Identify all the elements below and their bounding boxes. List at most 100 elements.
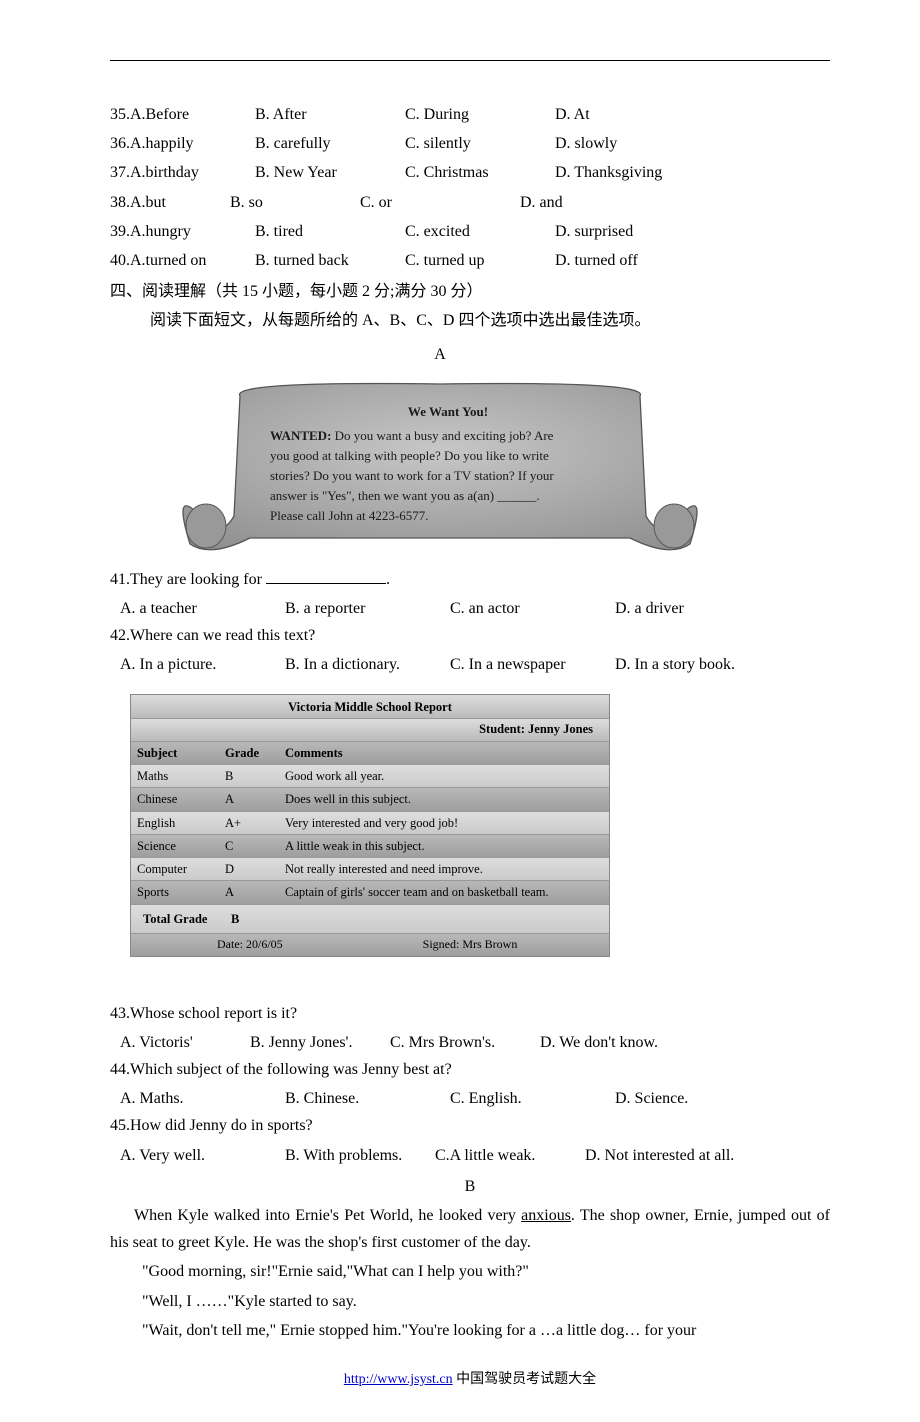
scroll-line2: you good at talking with people? Do you …: [270, 446, 626, 466]
col-grade: Grade: [221, 742, 279, 764]
mc-q35-c: C. During: [405, 101, 555, 128]
report-row: Science C A little weak in this subject.: [131, 835, 609, 858]
top-rule: [110, 60, 830, 61]
r-grade: A+: [221, 812, 279, 834]
r-comment: Captain of girls' soccer team and on bas…: [279, 881, 609, 903]
section4-instruction: 阅读下面短文，从每题所给的 A、B、C、D 四个选项中选出最佳选项。: [150, 307, 830, 334]
q43-d: D. We don't know.: [540, 1029, 705, 1056]
section4-title: 四、阅读理解（共 15 小题，每小题 2 分;满分 30 分）: [110, 278, 830, 305]
mc-row-36: 36.A.happily B. carefully C. silently D.…: [110, 130, 830, 157]
passage-b-label: B: [110, 1173, 830, 1200]
q45-d: D. Not interested at all.: [585, 1142, 750, 1169]
mc-q35-b: B. After: [255, 101, 405, 128]
mc-q38-c: C. or: [360, 189, 520, 216]
passage-b-p1: When Kyle walked into Ernie's Pet World,…: [110, 1202, 830, 1256]
mc-q37-a: 37.A.birthday: [110, 159, 255, 186]
scroll-line1: WANTED: Do you want a busy and exciting …: [270, 426, 626, 446]
q41-b: B. a reporter: [285, 595, 450, 622]
total-value: B: [227, 908, 285, 930]
q43-a: A. Victoris': [120, 1029, 250, 1056]
r-subject: Science: [131, 835, 221, 857]
q45-a: A. Very well.: [120, 1142, 285, 1169]
q42-d: D. In a story book.: [615, 651, 780, 678]
mc-q36-b: B. carefully: [255, 130, 405, 157]
mc-q39-a: 39.A.hungry: [110, 218, 255, 245]
footer-signed: Signed: Mrs Brown: [337, 937, 603, 953]
q41-c: C. an actor: [450, 595, 615, 622]
r-subject: English: [131, 812, 221, 834]
report-row: Computer D Not really interested and nee…: [131, 858, 609, 881]
q43-b: B. Jenny Jones'.: [250, 1029, 390, 1056]
q43-stem: 43.Whose school report is it?: [110, 1000, 830, 1027]
mc-q36-d: D. slowly: [555, 130, 705, 157]
q42-b: B. In a dictionary.: [285, 651, 450, 678]
mc-q39-d: D. surprised: [555, 218, 705, 245]
passage-a-label: A: [50, 341, 830, 368]
r-subject: Chinese: [131, 788, 221, 810]
q45-c: C.A little weak.: [435, 1142, 585, 1169]
scroll-line4: answer is "Yes", then we want you as a(a…: [270, 486, 626, 506]
q44-a: A. Maths.: [120, 1085, 285, 1112]
r-subject: Sports: [131, 881, 221, 903]
q41-a: A. a teacher: [120, 595, 285, 622]
q44-c: C. English.: [450, 1085, 615, 1112]
q43-choices: A. Victoris' B. Jenny Jones'. C. Mrs Bro…: [120, 1029, 830, 1056]
q44-b: B. Chinese.: [285, 1085, 450, 1112]
q42-c: C. In a newspaper: [450, 651, 615, 678]
mc-block: 35.A.Before B. After C. During D. At 36.…: [110, 101, 830, 274]
mc-q39-c: C. excited: [405, 218, 555, 245]
r-grade: B: [221, 765, 279, 787]
r-comment: A little weak in this subject.: [279, 835, 609, 857]
r-comment: Very interested and very good job!: [279, 812, 609, 834]
mc-q38-d: D. and: [520, 189, 670, 216]
scroll-title: We Want You!: [270, 402, 626, 422]
mc-row-38: 38.A.but B. so C. or D. and: [110, 189, 830, 216]
report-card: Victoria Middle School Report Student: J…: [130, 694, 610, 956]
passage-b-p2: "Good morning, sir!"Ernie said,"What can…: [110, 1258, 830, 1285]
mc-q35-d: D. At: [555, 101, 705, 128]
r-comment: Not really interested and need improve.: [279, 858, 609, 880]
q41-blank: [266, 583, 386, 584]
q41-period: .: [386, 571, 390, 588]
scroll-text: We Want You! WANTED: Do you want a busy …: [270, 402, 626, 527]
q45-choices: A. Very well. B. With problems. C.A litt…: [120, 1142, 830, 1169]
mc-q37-c: C. Christmas: [405, 159, 555, 186]
total-label: Total Grade: [137, 908, 227, 930]
q45-stem: 45.How did Jenny do in sports?: [110, 1112, 830, 1139]
passage-b-p3: "Well, I ……"Kyle started to say.: [110, 1288, 830, 1315]
report-student: Student: Jenny Jones: [131, 719, 609, 742]
mc-q36-c: C. silently: [405, 130, 555, 157]
mc-q37-b: B. New Year: [255, 159, 405, 186]
mc-q38-a: 38.A.but: [110, 189, 230, 216]
mc-q40-d: D. turned off: [555, 247, 705, 274]
mc-row-35: 35.A.Before B. After C. During D. At: [110, 101, 830, 128]
wanted-label: WANTED:: [270, 428, 331, 443]
scroll-line5: Please call John at 4223-6577.: [270, 506, 626, 526]
col-subject: Subject: [131, 742, 221, 764]
p1-before: When Kyle walked into Ernie's Pet World,…: [134, 1207, 521, 1224]
mc-q38-b: B. so: [230, 189, 360, 216]
mc-q37-d: D. Thanksgiving: [555, 159, 705, 186]
q41-d: D. a driver: [615, 595, 780, 622]
report-total: Total Grade B: [131, 905, 609, 934]
mc-q40-a: 40.A.turned on: [110, 247, 255, 274]
q42-stem: 42.Where can we read this text?: [110, 622, 830, 649]
p1-underlined: anxious: [521, 1207, 571, 1224]
mc-row-40: 40.A.turned on B. turned back C. turned …: [110, 247, 830, 274]
r-comment: Does well in this subject.: [279, 788, 609, 810]
footer-link[interactable]: http://www.jsyst.cn: [344, 1372, 453, 1387]
r-grade: C: [221, 835, 279, 857]
scroll-line3: stories? Do you want to work for a TV st…: [270, 466, 626, 486]
report-columns: Subject Grade Comments: [131, 742, 609, 765]
footer-text: 中国驾驶员考试题大全: [453, 1372, 597, 1387]
r-comment: Good work all year.: [279, 765, 609, 787]
report-row: Maths B Good work all year.: [131, 765, 609, 788]
mc-q40-b: B. turned back: [255, 247, 405, 274]
q44-choices: A. Maths. B. Chinese. C. English. D. Sci…: [120, 1085, 830, 1112]
report-row: Chinese A Does well in this subject.: [131, 788, 609, 811]
mc-q40-c: C. turned up: [405, 247, 555, 274]
passage-b-p4: "Wait, don't tell me," Ernie stopped him…: [110, 1317, 830, 1344]
page-footer: http://www.jsyst.cn 中国驾驶员考试题大全: [110, 1368, 830, 1392]
q42-choices: A. In a picture. B. In a dictionary. C. …: [120, 651, 830, 678]
q44-d: D. Science.: [615, 1085, 780, 1112]
